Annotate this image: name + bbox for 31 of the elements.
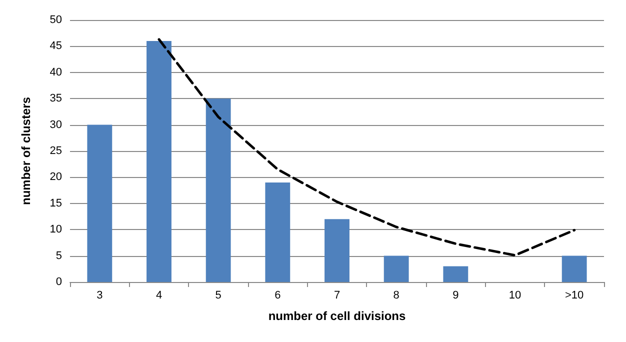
x-tick-label: 3 [96,290,103,302]
bar [87,124,112,282]
bar [146,40,172,282]
y-tick-label: 35 [50,92,62,105]
y-tick-label: 45 [50,40,62,52]
y-tick-label: 25 [50,145,62,157]
bar [265,182,290,282]
bar [384,256,409,282]
bar [206,98,231,282]
bar [443,266,468,282]
x-tick-label: >10 [564,290,584,302]
x-tick-label: 9 [452,290,459,302]
y-axis-title: number of clusters [19,96,33,206]
x-tick-label: 6 [274,290,281,302]
x-tick-label: 10 [508,290,522,302]
y-tick-label: 20 [50,171,62,184]
y-tick-label: 10 [50,224,62,236]
line-series [158,38,576,257]
y-tick-label: 50 [50,14,62,26]
y-tick-label: 15 [50,197,62,210]
y-tick-label: 30 [50,118,62,131]
x-tick-label: 4 [156,290,162,302]
x-tick-label: 8 [393,290,400,302]
y-tick-label: 40 [50,66,62,78]
x-axis-title: number of cell divisions [268,309,406,323]
x-tick-label: 5 [215,290,222,302]
bar [324,219,350,282]
y-tick-label: 0 [56,276,62,288]
x-tick-label: 7 [334,290,340,302]
y-tick-label: 5 [56,250,62,262]
bar [562,256,587,282]
